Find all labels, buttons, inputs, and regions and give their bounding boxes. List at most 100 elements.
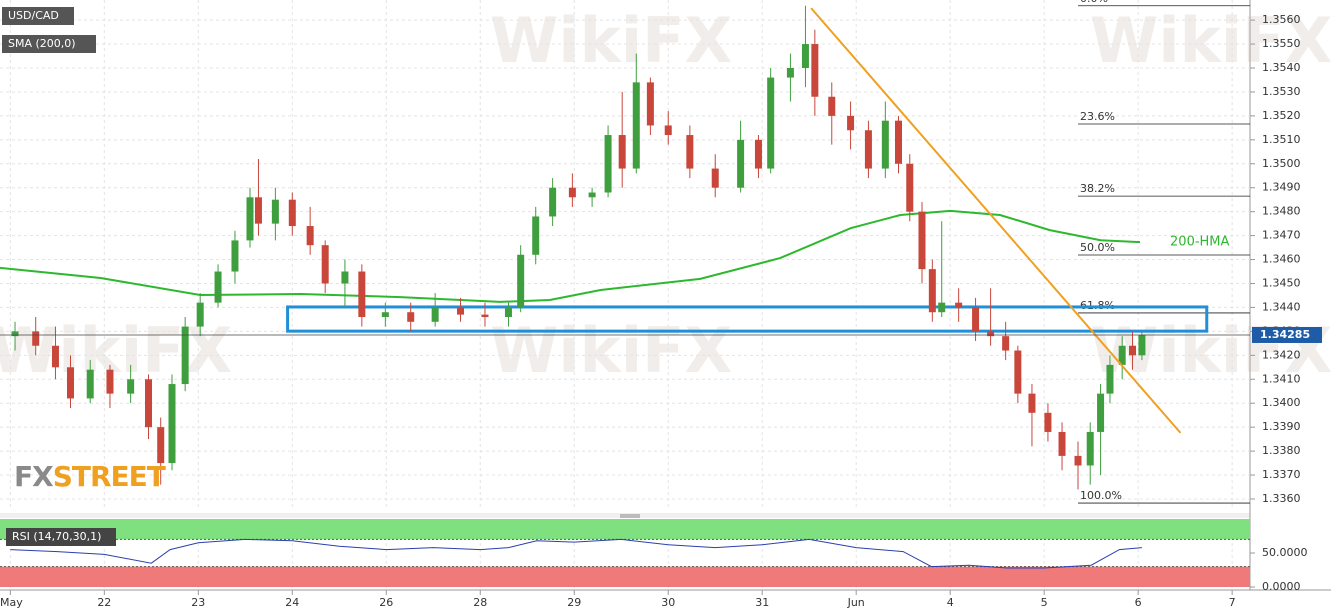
candle-body	[481, 314, 489, 318]
candle-body	[32, 331, 40, 346]
x-tick-label: 7	[1229, 596, 1236, 609]
candle-body	[955, 302, 963, 308]
candle-body	[864, 130, 872, 169]
y-tick-label: 1.3420	[1262, 348, 1301, 361]
candle-body	[1118, 345, 1126, 365]
candle-body	[847, 115, 855, 131]
candle-body	[457, 307, 465, 315]
candle-body	[1086, 431, 1094, 466]
candle-body	[288, 199, 296, 227]
candle-body	[51, 345, 59, 368]
y-tick-label: 1.3400	[1262, 396, 1301, 409]
x-tick-label: 23	[191, 596, 205, 609]
y-tick-label: 1.3380	[1262, 444, 1301, 457]
candle-body	[358, 271, 366, 318]
watermark: WikiFX	[1090, 4, 1331, 77]
candle-body	[1044, 412, 1052, 432]
candle-body	[972, 307, 980, 332]
y-tick-label: 1.3520	[1262, 109, 1301, 122]
candle-body	[11, 331, 19, 337]
y-tick-label: 1.3550	[1262, 37, 1301, 50]
candle-body	[1129, 345, 1137, 356]
hma-label: 200-HMA	[1170, 235, 1229, 250]
candle-body	[181, 326, 189, 385]
watermark: WikiFX	[490, 314, 732, 387]
candle-body	[431, 307, 439, 322]
candle-body	[767, 77, 775, 169]
candle-body	[1058, 431, 1066, 456]
candle-body	[801, 44, 809, 68]
watermark: WikiFX	[490, 4, 732, 77]
candle-body	[1106, 364, 1114, 394]
candle-body	[811, 44, 819, 97]
y-tick-label: 1.3540	[1262, 61, 1301, 74]
support-zone	[286, 305, 1209, 333]
candle-body	[646, 82, 654, 126]
last-price-label: 1.34285	[1260, 328, 1310, 341]
rsi-line	[10, 538, 1142, 569]
candle-body	[588, 192, 596, 198]
fib-label: 38.2%	[1080, 182, 1115, 195]
candle-body	[1074, 455, 1082, 466]
y-tick-label: 1.3390	[1262, 420, 1301, 433]
x-tick-label: 31	[755, 596, 769, 609]
candle-body	[786, 68, 794, 78]
candle-body	[144, 379, 152, 428]
x-tick-label: Jun	[847, 596, 865, 609]
candle-body	[1028, 393, 1036, 413]
x-tick-label: May	[0, 596, 23, 609]
candle-body	[918, 211, 926, 270]
candle-body	[381, 312, 389, 318]
y-tick-label: 1.3370	[1262, 468, 1301, 481]
fib-label: 0.0%	[1080, 0, 1108, 5]
fib-label: 23.6%	[1080, 110, 1115, 123]
candle-body	[938, 302, 946, 313]
candle-body	[737, 139, 745, 188]
y-tick-label: 1.3500	[1262, 157, 1301, 170]
candle-body	[127, 379, 135, 394]
rsi-y-tick-label: 0.0000	[1262, 580, 1301, 593]
y-tick-label: 1.3560	[1262, 13, 1301, 26]
x-tick-label: 28	[473, 596, 487, 609]
logo: FXSTREET	[14, 460, 166, 493]
y-tick-label: 1.3480	[1262, 205, 1301, 218]
candle-body	[568, 187, 576, 198]
logo-part: FX	[14, 460, 54, 493]
indicator-box	[2, 35, 96, 53]
candle-body	[254, 197, 262, 224]
candle-body	[321, 245, 329, 284]
last-price-box	[1252, 326, 1322, 343]
candle-body	[196, 302, 204, 327]
rsi-overbought-zone	[0, 519, 1250, 540]
candle-body	[106, 369, 114, 394]
x-tick-label: 4	[947, 596, 954, 609]
y-tick-label: 1.3530	[1262, 85, 1301, 98]
y-tick-label: 1.3450	[1262, 276, 1301, 289]
y-tick-label: 1.3510	[1262, 133, 1301, 146]
candle-body	[231, 240, 239, 272]
candle-body	[686, 135, 694, 169]
hma-line	[0, 209, 1141, 303]
rsi-label: RSI (14,70,30,1)	[12, 530, 101, 543]
y-tick-label: 1.3440	[1262, 300, 1301, 313]
candle-body	[881, 120, 889, 169]
candle-body	[157, 427, 165, 464]
candle-body	[604, 135, 612, 193]
indicator-label: SMA (200,0)	[8, 37, 76, 50]
candle-body	[906, 163, 914, 212]
candle-body	[214, 271, 222, 303]
candle-body	[928, 269, 936, 313]
logo-part: STREET	[53, 460, 166, 493]
candle-body	[1002, 336, 1010, 351]
candle-body	[407, 312, 415, 322]
candle-body	[532, 216, 540, 255]
candle-body	[306, 226, 314, 246]
candle-body	[1097, 393, 1105, 432]
candle-body	[271, 199, 279, 224]
watermark: WikiFX	[0, 314, 232, 387]
candle-body	[754, 139, 762, 169]
candle-body	[618, 135, 626, 169]
candle-body	[987, 331, 995, 337]
x-tick-label: 22	[97, 596, 111, 609]
